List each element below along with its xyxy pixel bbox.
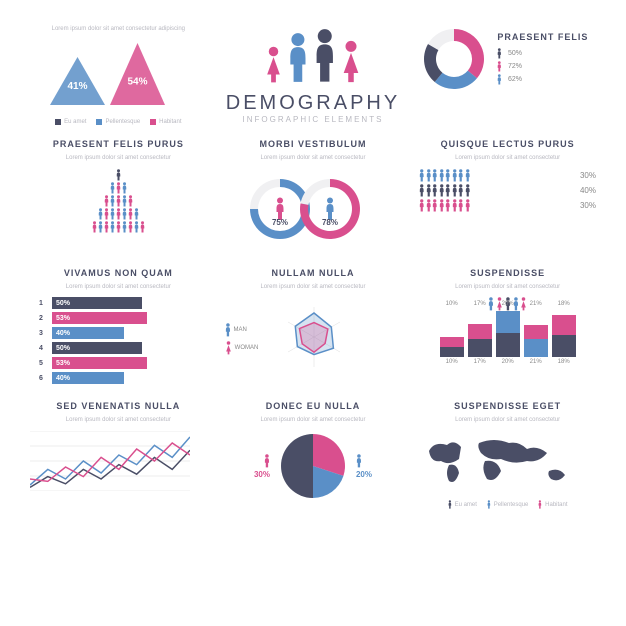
radar-card: NULLAM NULLA Lorem ipsum dolor sit amet … [225, 268, 402, 388]
stat-row: 72% [497, 61, 596, 72]
hbars: VIVAMUS NON QUAM Lorem ipsum dolor sit a… [30, 268, 207, 388]
bar-col: 18%18% [552, 301, 576, 365]
c4-title: PRAESENT FELIS PURUS [30, 139, 207, 149]
c6-title: QUISQUE LECTUS PURUS [419, 139, 596, 149]
triangle-chart: Lorem ipsum dolor sit amet consectetur a… [30, 24, 207, 125]
bar-col: 20%20% [496, 301, 520, 365]
stacked-bars: SUSPENDISSE Lorem ipsum dolor sit amet c… [419, 268, 596, 388]
bar-row: 1 50% [30, 297, 207, 309]
hero-title: DEMOGRAPHY [225, 92, 402, 115]
bar-row: 2 53% [30, 312, 207, 324]
bar-row: 4 50% [30, 342, 207, 354]
bar-col: 21%21% [524, 301, 548, 365]
legend: Eu ametPellentesqueHabitant [30, 119, 207, 125]
venn-card: MORBI VESTIBULUM Lorem ipsum dolor sit a… [225, 139, 402, 254]
people-rows: QUISQUE LECTUS PURUS Lorem ipsum dolor s… [419, 139, 596, 254]
bar-row: 3 40% [30, 327, 207, 339]
svg-text:78%: 78% [322, 218, 338, 227]
svg-text:41%: 41% [67, 81, 87, 92]
stat-row: 50% [497, 48, 596, 59]
c5-title: MORBI VESTIBULUM [225, 139, 402, 149]
bar-row: 5 53% [30, 357, 207, 369]
bar-col: 10%10% [440, 301, 464, 365]
legend: Eu ametPellentesqueHabitant [419, 500, 596, 509]
line-chart: SED VENENATIS NULLA Lorem ipsum dolor si… [30, 401, 207, 509]
donut-card: PRAESENT FELIS 50% 72% 62% [419, 24, 596, 125]
c12-title: SUSPENDISSE EGET [419, 401, 596, 411]
lorem: Lorem ipsum dolor sit amet consectetur a… [30, 26, 207, 34]
c3-title: PRAESENT FELIS [497, 32, 596, 42]
people-pyramid: PRAESENT FELIS PURUS Lorem ipsum dolor s… [30, 139, 207, 254]
svg-text:54%: 54% [127, 76, 147, 87]
c7-title: VIVAMUS NON QUAM [30, 268, 207, 278]
svg-text:75%: 75% [272, 218, 288, 227]
c8-title: NULLAM NULLA [225, 268, 402, 278]
pie-card: DONEC EU NULLA Lorem ipsum dolor sit ame… [225, 401, 402, 509]
stat-row: 62% [497, 74, 596, 85]
bar-col: 17%17% [468, 301, 492, 365]
c10-title: SED VENENATIS NULLA [30, 401, 207, 411]
hero-subtitle: INFOGRAPHIC ELEMENTS [225, 115, 402, 124]
c11-title: DONEC EU NULLA [225, 401, 402, 411]
world-map: SUSPENDISSE EGET Lorem ipsum dolor sit a… [419, 401, 596, 509]
bar-row: 6 40% [30, 372, 207, 384]
hero: DEMOGRAPHY INFOGRAPHIC ELEMENTS [225, 24, 402, 125]
c9-title: SUSPENDISSE [419, 268, 596, 278]
